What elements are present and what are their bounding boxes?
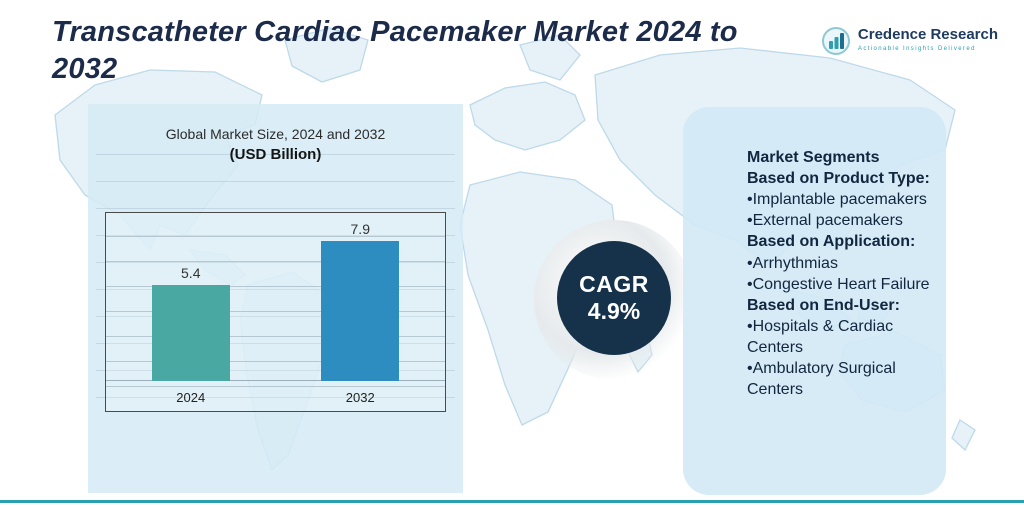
bar-2032 (321, 241, 400, 381)
credence-research-logo: Credence Research Actionable Insights De… (821, 26, 998, 61)
segments-panel-title: Market Segments (747, 149, 880, 166)
logo-globe-bars-icon (821, 26, 851, 61)
x-axis-line (106, 380, 445, 381)
logo-name: Credence Research (857, 26, 998, 43)
bar-value-label: 5.4 (181, 265, 201, 281)
bar-2024 (151, 285, 230, 381)
market-size-chart-panel: Global Market Size, 2024 and 2032 (USD B… (88, 104, 463, 493)
bar-chart-plot: 5.4 7.9 2024 2032 (105, 212, 446, 412)
x-axis-label: 2032 (345, 390, 375, 405)
chart-title: Global Market Size, 2024 and 2032 (165, 126, 386, 142)
cagr-label: CAGR (579, 271, 649, 297)
bar-series: 5.4 7.9 (106, 213, 445, 381)
x-axis-label: 2024 (176, 390, 206, 405)
segment-item: •Congestive Heart Failure (747, 275, 930, 293)
cagr-value: 4.9% (587, 298, 641, 324)
segment-groups: Based on Product Type: •Implantable pacem… (747, 168, 932, 400)
x-axis-labels: 2024 2032 (106, 390, 445, 405)
segment-heading: Based on Application: (747, 233, 916, 251)
bar-value-label: 7.9 (350, 221, 370, 237)
segment-heading: Based on Product Type: (747, 170, 930, 188)
bar-group-2024: 5.4 (151, 265, 230, 381)
segment-item: •Implantable pacemakers (747, 191, 927, 209)
logo-tagline: Actionable Insights Delivered (857, 46, 976, 52)
chart-subtitle: (USD Billion) (229, 146, 322, 163)
segment-item: •Hospitals & Cardiac Centers (747, 317, 894, 356)
market-segments-panel: Market Segments Based on Product Type: •I… (683, 107, 946, 495)
segment-item: •Arrhythmias (747, 254, 838, 272)
cagr-badge: CAGR 4.9% (557, 241, 671, 355)
segment-item: •Ambulatory Surgical Centers (747, 360, 896, 399)
page-title: Transcatheter Cardiac Pacemaker Market 2… (52, 16, 738, 85)
segment-heading: Based on End-User: (747, 296, 900, 314)
segment-item: •External pacemakers (747, 212, 903, 230)
footer-accent-line (0, 500, 1024, 503)
bar-group-2032: 7.9 (321, 221, 400, 381)
